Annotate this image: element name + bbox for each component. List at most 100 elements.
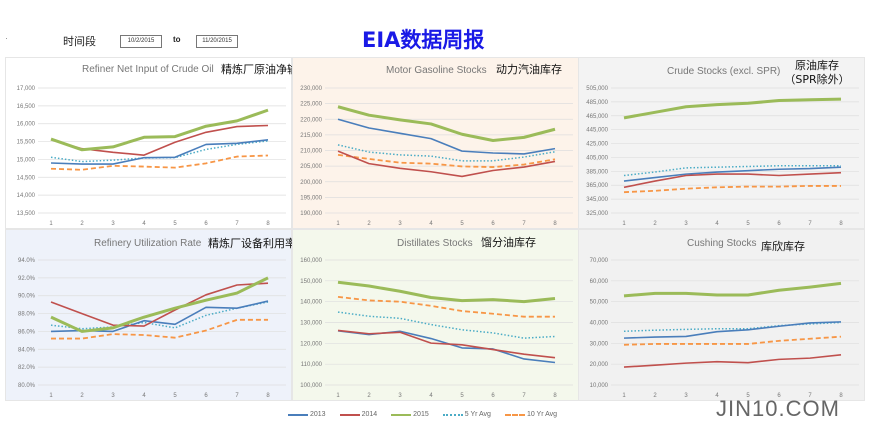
chart-plot: 325,000 345,000 365,000 385,000 405,000 425,0… [586,86,859,227]
x-tick-label: 2 [653,393,657,399]
y-tick-label: 92.0% [18,276,36,282]
y-tick-label: 190,000 [300,211,322,217]
series-line-10-yr-avg [50,154,269,171]
series-line-2014 [623,353,842,368]
legend-item-2015: 2015 [391,411,429,418]
chart-distillates-stocks: 100,000 110,000 120,000 130,000 140,000 150,0… [292,229,579,401]
series-line-2015 [623,97,842,120]
y-tick-label: 80.0% [18,383,36,389]
series-line-2015 [337,105,556,142]
legend-item-5yr-avg: 5 Yr Avg [442,411,491,418]
chart-plot: 100,000 110,000 120,000 130,000 140,000 150,0… [300,258,573,399]
series-line-2015 [50,108,269,152]
chart-title-zh: 馏分油库存 [481,236,536,249]
y-tick-label: 505,000 [586,86,608,92]
y-tick-label: 90.0% [18,294,36,300]
series-line-2015 [337,280,556,304]
x-tick-label: 3 [398,393,402,399]
x-tick-label: 4 [429,221,433,227]
series-line-2013 [623,321,842,339]
chart-refinery-utilization: 80.0% 82.0% 84.0% 86.0% 88.0% 90.0% 92.0% 94.0%… [5,229,296,401]
x-tick-label: 7 [522,393,526,399]
chart-cushing-stocks: 10,000 20,000 30,000 40,000 50,000 60,000 70,0… [578,229,865,401]
legend-swatch [391,413,412,416]
x-tick-label: 3 [684,393,688,399]
x-tick-label: 8 [553,393,557,399]
end-date-field[interactable]: 11/20/2015 [196,35,238,48]
series-line-10-yr-avg [623,185,841,194]
x-tick-label: 6 [777,393,781,399]
series-line-5-yr-avg [50,301,269,330]
x-tick-label: 5 [460,393,464,399]
y-tick-label: 160,000 [300,258,322,264]
x-tick-label: 8 [839,221,843,227]
x-tick-label: 2 [80,221,84,227]
x-tick-label: 3 [684,221,688,227]
legend-label: 10 Yr Avg [526,411,558,418]
y-tick-label: 425,000 [586,142,608,148]
y-tick-label: 70,000 [590,258,609,264]
y-tick-label: 445,000 [586,128,608,134]
legend-item-10yr-avg: 10 Yr Avg [504,411,558,418]
legend-swatch [288,413,308,416]
series-line-2014 [623,171,842,189]
y-tick-label: 14,000 [17,193,36,199]
x-tick-label: 8 [266,393,270,399]
y-tick-label: 140,000 [300,300,322,306]
x-tick-label: 4 [715,221,719,227]
y-tick-label: 485,000 [586,100,608,106]
x-tick-label: 3 [111,393,115,399]
legend-item-2014: 2014 [339,411,378,418]
legend-label: 2013 [310,411,326,418]
x-tick-label: 7 [808,393,812,399]
y-tick-label: 210,000 [300,149,322,155]
y-tick-label: 40,000 [590,321,609,327]
x-tick-label: 3 [111,221,115,227]
chart-plot: 13,500 14,000 14,500 15,000 15,500 16,000 16,5… [17,86,286,227]
chart-plot: 10,000 20,000 30,000 40,000 50,000 60,000 70,0… [590,258,859,399]
x-tick-label: 4 [142,393,146,399]
y-tick-label: 50,000 [590,300,609,306]
y-tick-label: 16,500 [17,104,36,110]
y-tick-label: 94.0% [18,258,36,264]
legend-item-2013: 2013 [288,411,326,418]
y-tick-label: 195,000 [300,195,322,201]
y-tick-label: 405,000 [586,155,608,161]
start-date-field[interactable]: 10/2/2015 [120,35,162,48]
chart-title-zh: 动力汽油库存 [496,63,562,76]
y-tick-label: 17,000 [17,86,36,92]
to-label: to [173,35,181,44]
legend-swatch [442,413,463,416]
x-tick-label: 4 [142,221,146,227]
x-tick-label: 6 [491,221,495,227]
y-tick-label: 15,500 [17,140,36,146]
legend-label: 5 Yr Avg [464,411,491,418]
period-label: 时间段 [63,36,96,48]
x-tick-label: 1 [49,221,53,227]
x-tick-label: 6 [204,221,208,227]
x-tick-label: 1 [336,221,340,227]
chart-title-zh: 精炼厂原油净输入 [221,63,309,76]
chart-title-zh: 原油库存（SPR除外） [784,59,850,86]
chart-title: Motor Gasoline Stocks [386,65,487,76]
series-line-2013 [50,300,269,333]
legend-label: 2014 [361,411,378,418]
y-tick-label: 325,000 [586,211,608,217]
series-line-5-yr-avg [623,165,841,177]
series-line-2014 [337,150,556,178]
y-tick-label: 130,000 [300,321,322,327]
x-tick-label: 7 [235,393,239,399]
y-tick-label: 60,000 [590,279,609,285]
x-tick-label: 4 [715,393,719,399]
chart-title: Refiner Net Input of Crude Oil [82,64,214,75]
chart-plot: 190,000 195,000 200,000 205,000 210,000 215,0… [300,86,573,227]
y-tick-label: 365,000 [586,183,608,189]
x-tick-label: 3 [398,221,402,227]
x-tick-label: 1 [622,393,626,399]
x-tick-label: 8 [266,221,270,227]
y-tick-label: 110,000 [301,362,323,368]
y-tick-label: 10,000 [590,383,609,389]
series-line-5-yr-avg [623,321,842,332]
x-tick-label: 5 [173,221,177,227]
legend-swatch [504,413,525,416]
